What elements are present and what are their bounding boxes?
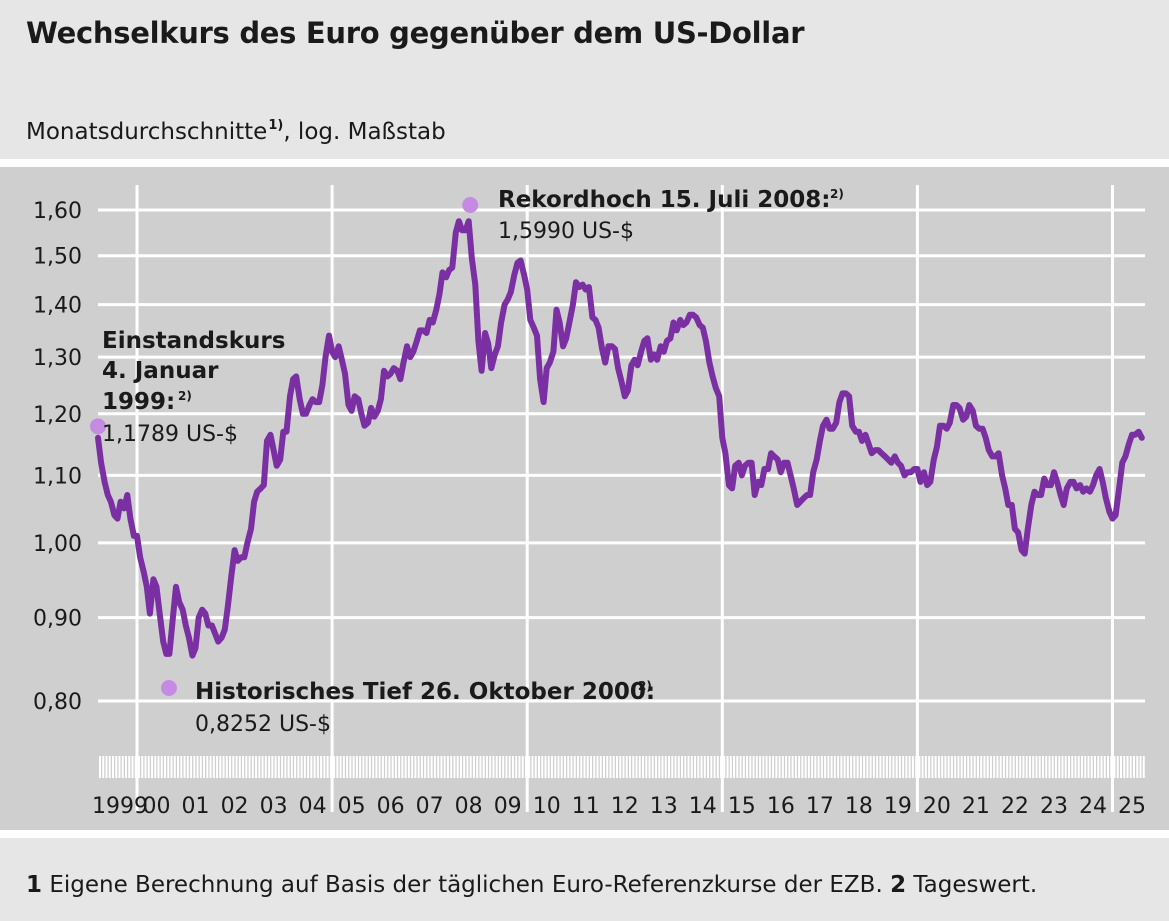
start-rate-label-line3: 1999:: [102, 389, 175, 415]
y-tick-label: 1,10: [33, 464, 82, 489]
footnote: 1 Eigene Berechnung auf Basis der täglic…: [26, 872, 1037, 898]
chart-subtitle: Monatsdurchschnitte1), log. Maßstab: [26, 118, 446, 145]
x-tick-label: 06: [377, 794, 405, 819]
y-tick-label: 1,20: [33, 403, 82, 428]
x-tick-label: 00: [143, 794, 171, 819]
footnote-text-1: Eigene Berechnung auf Basis der tägliche…: [42, 872, 891, 898]
x-tick-label: 24: [1079, 794, 1107, 819]
x-tick-label: 19: [884, 794, 912, 819]
y-tick-label: 1,60: [33, 199, 82, 224]
x-tick-label: 14: [689, 794, 717, 819]
plot-background: [0, 167, 1169, 830]
start-rate-label-line2: 4. Januar: [102, 358, 219, 384]
record-high-value: 1,5990 US-$: [498, 219, 634, 244]
record-high-label: Rekordhoch 15. Juli 2008:: [498, 187, 830, 213]
x-tick-label: 05: [338, 794, 366, 819]
start-rate-label-line1: Einstandskurs: [102, 328, 285, 354]
series-group: [95, 218, 1145, 659]
x-tick-label: 04: [299, 794, 327, 819]
exchange-rate-line: [95, 218, 1145, 659]
x-tick-label: 09: [494, 794, 522, 819]
footnote-number-2: 2: [890, 872, 907, 898]
y-tick-label: 1,50: [33, 245, 82, 270]
subtitle-text: Monatsdurchschnitte: [26, 119, 268, 145]
y-axis-labels: 0,80 0,90 1,00 1,10 1,20 1,30 1,40 1,50 1,60: [33, 199, 82, 715]
x-tick-label: 01: [182, 794, 210, 819]
y-tick-label: 1,30: [33, 346, 82, 371]
footnote-number-1: 1: [26, 872, 43, 898]
x-tick-label: 07: [416, 794, 444, 819]
start-rate-value: 1,1789 US-$: [102, 422, 238, 447]
x-tick-label: 12: [611, 794, 639, 819]
record-high-marker: [462, 197, 479, 213]
x-tick-label: 20: [923, 794, 951, 819]
start-rate-marker: [90, 418, 106, 435]
record-high-footnote: 2): [830, 187, 844, 201]
chart-title: Wechselkurs des Euro gegenüber dem US-Do…: [26, 16, 805, 50]
subtitle-footnote-marker: 1): [268, 118, 284, 133]
historic-low-value: 0,8252 US-$: [195, 712, 331, 737]
x-tick-label: 15: [728, 794, 756, 819]
x-tick-label: 10: [533, 794, 561, 819]
x-tick-label: 17: [806, 794, 834, 819]
x-tick-label: 1999: [92, 794, 148, 819]
separator-top: [0, 159, 1169, 167]
footnote-text-2: Tageswert.: [906, 872, 1038, 898]
x-tick-label: 25: [1118, 794, 1146, 819]
y-tick-label: 1,40: [33, 294, 82, 319]
subtitle-scale-note: , log. Maßstab: [283, 119, 446, 145]
x-tick-label: 18: [845, 794, 873, 819]
y-tick-label: 0,80: [33, 690, 82, 715]
historic-low-label: Historisches Tief 26. Oktober 2000:: [195, 679, 655, 705]
historic-low-footnote: 2): [638, 679, 652, 693]
x-tick-label: 23: [1040, 794, 1068, 819]
separator-bottom: [0, 830, 1169, 838]
y-tick-label: 0,90: [33, 607, 82, 632]
annotations: Rekordhoch 15. Juli 2008: 2)1,5990 US-$Hi…: [90, 187, 844, 737]
x-tick-label: 03: [260, 794, 288, 819]
x-tick-label: 08: [455, 794, 483, 819]
x-tick-label: 13: [650, 794, 678, 819]
grid-lines: [98, 185, 1145, 812]
x-tick-label: 11: [572, 794, 600, 819]
x-tick-label: 22: [1001, 794, 1029, 819]
x-tick-label: 16: [767, 794, 795, 819]
x-axis-tick-marks: [99, 756, 1145, 778]
start-rate-footnote: 2): [178, 389, 192, 403]
x-tick-label: 02: [221, 794, 249, 819]
x-tick-label: 21: [962, 794, 990, 819]
historic-low-marker: [161, 680, 177, 696]
y-tick-label: 1,00: [33, 532, 82, 557]
